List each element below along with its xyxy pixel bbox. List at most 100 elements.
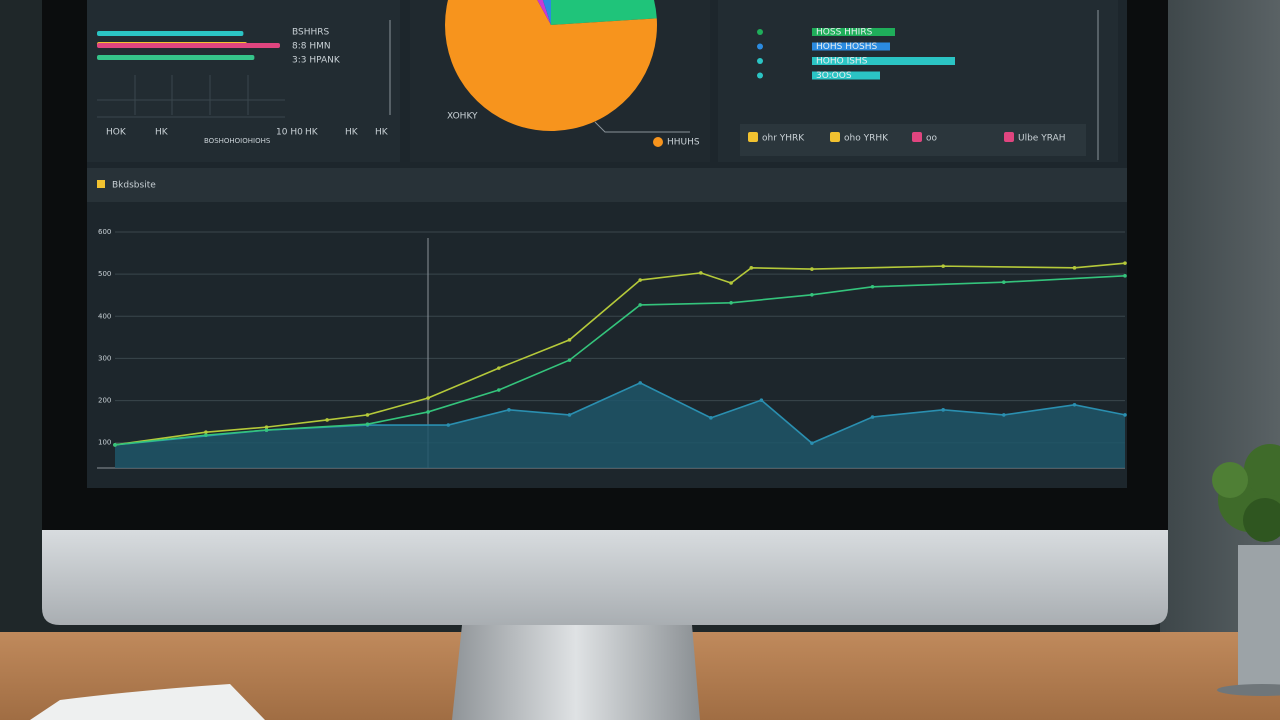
paper [30,684,265,720]
y-tick-label: 600 [98,228,111,236]
axis-label: HOK [106,128,127,138]
row-label: HOSS HHIRS [816,28,873,38]
point [507,408,511,412]
legend-dot [653,137,663,147]
point [113,443,117,447]
footer-label: BOSHOHOIOHIOHS [204,137,271,145]
point [567,358,572,362]
point [426,410,430,414]
monitor-stand [452,625,700,720]
y-tick-label: 400 [98,312,111,320]
point [810,267,814,271]
chip-label: oho YRHK [844,134,889,144]
header-icon [97,180,105,188]
row-label: HOHS HOSHS [816,42,878,52]
line [114,262,1126,446]
chip-icon [1004,132,1014,142]
bar [97,55,255,60]
row-bar [812,71,880,80]
point [1123,274,1127,278]
pie-slice [542,0,551,25]
pot-base [1217,684,1280,696]
point [870,415,875,419]
point [497,366,501,370]
panel-top-left [87,0,400,162]
point [941,408,945,412]
axis-label: HK [375,128,389,138]
leader [594,121,690,133]
plant [1212,444,1280,542]
y-tick-label: 500 [98,270,111,278]
point [1002,280,1006,284]
point [699,271,703,275]
bar [97,43,280,48]
chip-label: Ulbe YRAH [1018,134,1066,144]
point [365,413,370,417]
row-bar [812,42,890,51]
wall-right [1160,0,1280,640]
point [567,338,572,342]
point [759,398,764,402]
pot [1238,545,1280,690]
chip-icon [830,132,840,142]
point [870,284,875,289]
row-icon [757,58,763,64]
row-icon [757,43,763,50]
row-icon [757,72,763,79]
chip-icon [748,132,758,142]
bar-label: 3:3 HPANK [292,56,341,66]
axis-label: HK [345,128,359,138]
point [1072,266,1077,270]
point [204,433,208,437]
pie-slice [445,0,657,131]
pie-slice [537,0,551,25]
point [1072,402,1077,407]
point [426,396,430,400]
pie-legend: HHUHS [667,138,700,148]
point [729,281,733,285]
chip-label: ohr YHRK [762,134,805,144]
bar-label: BSHHRS [292,28,330,38]
point [749,266,754,270]
axis-label: HK [305,128,319,138]
row-label: HOHO ISHS [816,57,868,67]
axis-label: HK [155,128,169,138]
row-bar [812,57,955,65]
point [810,292,814,297]
point [264,425,269,429]
chart-title: Bkdsbsite [112,181,156,191]
chip-label: oo [926,134,938,144]
point [941,264,945,268]
point [325,418,329,422]
point [638,278,642,282]
bar [97,31,244,36]
panel-header [87,168,1127,202]
point [567,413,572,417]
bar-label: 8:8 HMN [292,42,331,52]
point [1123,261,1127,265]
row-icon [757,29,763,35]
y-tick-label: 300 [98,354,111,362]
point [709,416,713,420]
point [638,303,642,307]
point [729,301,733,305]
point [1123,413,1127,417]
point [497,388,501,392]
pie-label: XOHKY [447,112,478,122]
y-tick-label: 100 [98,439,111,447]
point [264,428,269,432]
row-bar [812,28,895,36]
monitor-chin [42,530,1168,625]
point [365,422,370,426]
point [204,430,208,434]
area [115,382,1125,468]
pie-slice [551,0,657,25]
axis-label: 10 H0 [276,128,303,138]
point [638,381,642,385]
point [1002,413,1006,417]
row-label: 3O:OOS [816,71,852,81]
chip-icon [912,132,922,142]
